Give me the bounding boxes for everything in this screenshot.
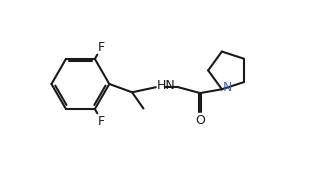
Text: O: O [195, 114, 205, 127]
Text: HN: HN [157, 79, 176, 91]
Text: F: F [98, 115, 105, 128]
Text: N: N [223, 81, 232, 94]
Text: F: F [98, 41, 105, 54]
